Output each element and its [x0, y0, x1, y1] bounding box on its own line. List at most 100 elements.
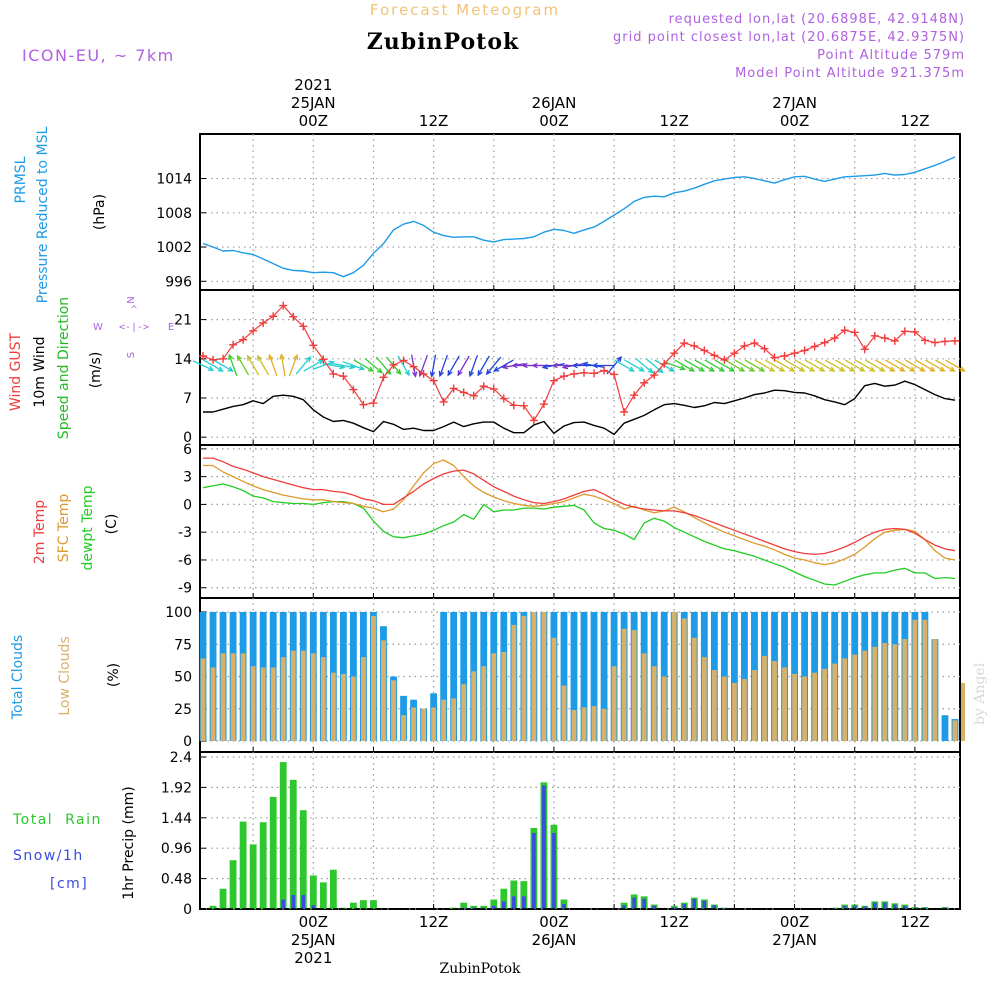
wind-direction-arrow — [945, 359, 966, 372]
wind-direction-arrow — [492, 359, 514, 372]
wind-direction-arrow — [635, 357, 654, 374]
low-cloud-bar — [922, 619, 928, 741]
gust-marker — [519, 401, 528, 410]
cloud-unit: (%) — [106, 663, 122, 687]
wind-label-line2: 10m Wind — [32, 336, 48, 407]
wind-direction-arrow — [438, 354, 449, 378]
wind-direction-arrow — [744, 359, 766, 372]
low-cloud-bar — [812, 672, 818, 741]
snow-bar — [903, 905, 907, 909]
snow-bar — [511, 896, 516, 909]
gust-marker — [499, 394, 508, 403]
low-cloud-bar — [270, 667, 276, 741]
low-cloud-bar — [541, 612, 547, 741]
rain-bar — [279, 762, 287, 909]
gust-marker — [900, 327, 909, 336]
rain-bar — [510, 880, 518, 909]
low-cloud-bar — [421, 708, 426, 741]
wind-direction-arrow — [447, 355, 460, 377]
low-cloud-bar — [401, 715, 406, 741]
wind-direction-arrow — [295, 355, 312, 375]
wind-direction-arrow — [312, 360, 336, 370]
low-cloud-bar — [571, 710, 577, 741]
gust-marker — [449, 384, 458, 393]
low-cloud-bar — [300, 650, 306, 741]
total-cloud-bar — [570, 612, 578, 741]
wind-direction-arrow — [429, 354, 437, 378]
y-tick-label: 0.48 — [161, 872, 192, 888]
gust-marker — [780, 352, 789, 360]
wind-direction-arrow — [213, 359, 234, 372]
gust-marker — [680, 339, 689, 348]
wind-direction-arrow — [784, 359, 806, 372]
gust-marker — [359, 400, 368, 409]
y-tick-label: 25 — [174, 702, 192, 718]
wind-gust-line — [202, 305, 956, 421]
gust-marker — [389, 360, 398, 369]
snow-bar — [672, 907, 677, 909]
gust-marker — [429, 376, 438, 385]
model-altitude: Model Point Altitude 921.375m — [735, 66, 965, 81]
low-cloud-bar — [581, 707, 587, 741]
wind-unit: (m/s) — [88, 352, 104, 389]
rain-bar — [209, 905, 217, 909]
y-tick-label: 75 — [174, 637, 192, 653]
low-cloud-bar — [531, 612, 537, 741]
snow-bar — [892, 904, 897, 909]
precip-label-line1: Total Rain — [12, 812, 102, 828]
low-cloud-bar — [511, 624, 517, 741]
low-cloud-bar — [892, 644, 898, 741]
low-cloud-bar — [601, 708, 607, 741]
wind-direction-arrow — [364, 357, 384, 374]
low-cloud-bar — [711, 670, 717, 741]
wind-label-line1: Wind GUST — [8, 332, 24, 411]
low-cloud-bar — [792, 673, 797, 741]
wind-direction-arrow — [485, 356, 502, 376]
gust-marker — [379, 373, 388, 382]
y-tick-label: -6 — [178, 553, 192, 569]
low-cloud-bar — [411, 707, 416, 741]
wind-direction-arrow — [397, 355, 410, 377]
low-cloud-bar — [330, 672, 336, 741]
rain-bar — [370, 900, 377, 909]
gust-marker — [790, 349, 799, 358]
low-cloud-bar — [661, 676, 667, 741]
gust-marker — [399, 356, 408, 365]
wind-direction-arrow — [724, 359, 746, 372]
total-cloud-bar — [600, 612, 608, 741]
credit-label: by Angel — [972, 662, 988, 725]
total-cloud-bar — [440, 612, 448, 741]
y-tick-label: 50 — [174, 670, 192, 686]
temp-2m-line — [203, 457, 956, 556]
snow-bar — [872, 902, 877, 909]
low-cloud-bar — [842, 658, 848, 741]
compass-cross: <-|-> — [119, 322, 149, 333]
wind-direction-arrow — [844, 359, 866, 372]
dewpoint-line — [202, 483, 956, 586]
low-cloud-bar — [651, 666, 657, 741]
temp-label-line2: SFC Temp — [56, 494, 72, 563]
snow-bar — [542, 785, 546, 909]
low-cloud-bar — [852, 654, 858, 741]
gust-marker — [810, 342, 819, 351]
rain-bar — [490, 899, 498, 909]
y-tick-label: 0 — [183, 902, 192, 918]
wind-direction-arrow — [606, 355, 623, 375]
cloud-label-line2: Low Clouds — [57, 636, 73, 715]
compass-east: E — [168, 322, 174, 333]
wind-direction-arrow — [468, 354, 479, 378]
y-tick-label: 3 — [183, 470, 192, 486]
rain-bar — [360, 900, 367, 909]
wind-direction-arrow — [624, 359, 645, 372]
total-cloud-bar — [560, 612, 568, 741]
banner-title: Forecast Meteogram — [370, 1, 560, 19]
total-cloud-bar — [941, 715, 949, 741]
low-cloud-bar — [742, 679, 747, 741]
gust-marker — [840, 326, 849, 335]
low-cloud-bar — [752, 670, 757, 741]
pressure-line — [202, 156, 956, 278]
low-cloud-bar — [521, 615, 527, 741]
snow-bar — [301, 895, 306, 909]
gust-marker — [409, 362, 418, 371]
